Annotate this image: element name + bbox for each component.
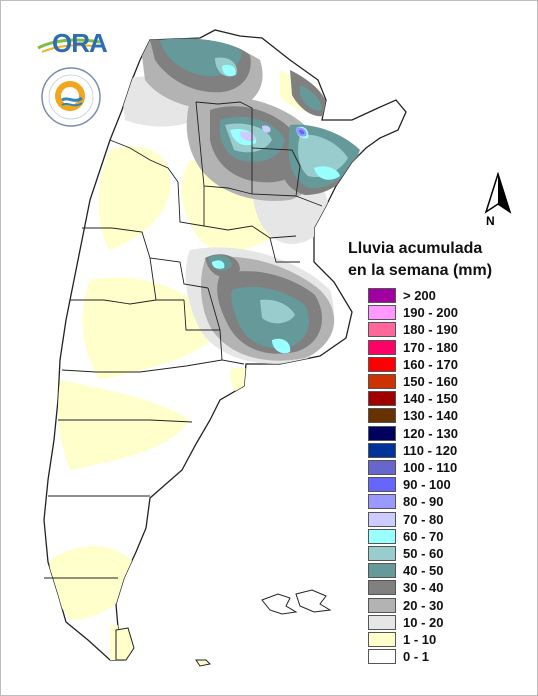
legend-label: 50 - 60 bbox=[403, 546, 444, 561]
legend-swatch bbox=[368, 356, 396, 372]
north-arrow-label: N bbox=[486, 214, 495, 228]
legend-label: 190 - 200 bbox=[403, 305, 458, 321]
legend-swatch bbox=[368, 322, 396, 338]
legend-label: 40 - 50 bbox=[403, 563, 444, 579]
legend-label: 150 - 160 bbox=[403, 374, 458, 389]
legend-title: Lluvia acumulada en la semana (mm) bbox=[348, 238, 492, 282]
legend-item: 50 - 60 bbox=[368, 546, 528, 561]
legend-swatch bbox=[368, 614, 396, 630]
legend-swatch bbox=[368, 288, 396, 303]
legend-label: 180 - 190 bbox=[403, 322, 458, 338]
legend-title-line2: en la semana (mm) bbox=[348, 262, 493, 279]
legend-label: 120 - 130 bbox=[403, 425, 458, 441]
legend-swatch bbox=[368, 597, 396, 613]
legend-item: 120 - 130 bbox=[368, 425, 528, 441]
legend-item: 80 - 90 bbox=[368, 494, 528, 510]
legend-title-line1: Lluvia acumulada bbox=[348, 240, 483, 257]
legend-label: 130 - 140 bbox=[403, 408, 458, 424]
legend-label: > 200 bbox=[403, 288, 436, 303]
legend-item: 140 - 150 bbox=[368, 391, 528, 407]
legend-swatch bbox=[368, 528, 396, 544]
legend-item: 70 - 80 bbox=[368, 511, 528, 527]
legend-item: 0 - 1 bbox=[368, 649, 528, 665]
legend-item: 110 - 120 bbox=[368, 442, 528, 458]
legend-swatch bbox=[368, 477, 396, 493]
legend-swatch bbox=[368, 460, 396, 475]
legend-swatch bbox=[368, 408, 396, 424]
ora-logo bbox=[37, 38, 101, 53]
legend-item: 130 - 140 bbox=[368, 408, 528, 424]
legend-item: 60 - 70 bbox=[368, 528, 528, 544]
legend-item: 190 - 200 bbox=[368, 305, 528, 321]
legend-item: 100 - 110 bbox=[368, 460, 528, 475]
legend-swatch bbox=[368, 339, 396, 355]
legend-item: 1 - 10 bbox=[368, 632, 528, 647]
legend-label: 10 - 20 bbox=[403, 614, 444, 630]
ora-logo-text: ORA bbox=[52, 28, 108, 58]
legend-label: 140 - 150 bbox=[403, 391, 458, 407]
province-boundaries bbox=[44, 101, 323, 579]
legend-item: 20 - 30 bbox=[368, 597, 528, 613]
legend-swatch bbox=[368, 649, 396, 665]
legend-label: 30 - 40 bbox=[403, 580, 444, 596]
rainfall-contours bbox=[49, 38, 360, 660]
legend-swatch bbox=[368, 374, 396, 389]
legend-swatch bbox=[368, 442, 396, 458]
legend-label: 100 - 110 bbox=[403, 460, 458, 475]
legend-item: 10 - 20 bbox=[368, 614, 528, 630]
legend-item: 40 - 50 bbox=[368, 563, 528, 579]
legend-item: 90 - 100 bbox=[368, 477, 528, 493]
tierra-del-fuego bbox=[115, 627, 212, 667]
legend-item: 150 - 160 bbox=[368, 374, 528, 389]
legend-label: 90 - 100 bbox=[403, 477, 451, 493]
legend-item: 180 - 190 bbox=[368, 322, 528, 338]
legend-label: 160 - 170 bbox=[403, 356, 458, 372]
legend-label: 20 - 30 bbox=[403, 597, 444, 613]
legend-swatch bbox=[368, 494, 396, 510]
legend-item: 170 - 180 bbox=[368, 339, 528, 355]
legend-swatch bbox=[368, 580, 396, 596]
legend-item: > 200 bbox=[368, 288, 528, 303]
legend-swatch bbox=[368, 632, 396, 647]
legend-swatch bbox=[368, 563, 396, 579]
legend-label: 1 - 10 bbox=[403, 632, 437, 647]
legend-swatch bbox=[368, 511, 396, 527]
malvinas-islands bbox=[261, 589, 332, 615]
legend-item: 30 - 40 bbox=[368, 580, 528, 596]
legend-label: 60 - 70 bbox=[403, 528, 444, 544]
smn-seal bbox=[41, 67, 101, 127]
legend-label: 170 - 180 bbox=[403, 339, 458, 355]
north-arrow-icon bbox=[484, 172, 512, 214]
legend-swatch bbox=[368, 391, 396, 407]
legend-label: 110 - 120 bbox=[403, 442, 458, 458]
legend-swatch bbox=[368, 546, 396, 561]
legend-item: 160 - 170 bbox=[368, 356, 528, 372]
legend-label: 70 - 80 bbox=[403, 511, 444, 527]
legend-label: 80 - 90 bbox=[403, 494, 444, 510]
legend-label: 0 - 1 bbox=[403, 649, 430, 665]
legend-swatch bbox=[368, 425, 396, 441]
legend-swatch bbox=[368, 305, 396, 321]
